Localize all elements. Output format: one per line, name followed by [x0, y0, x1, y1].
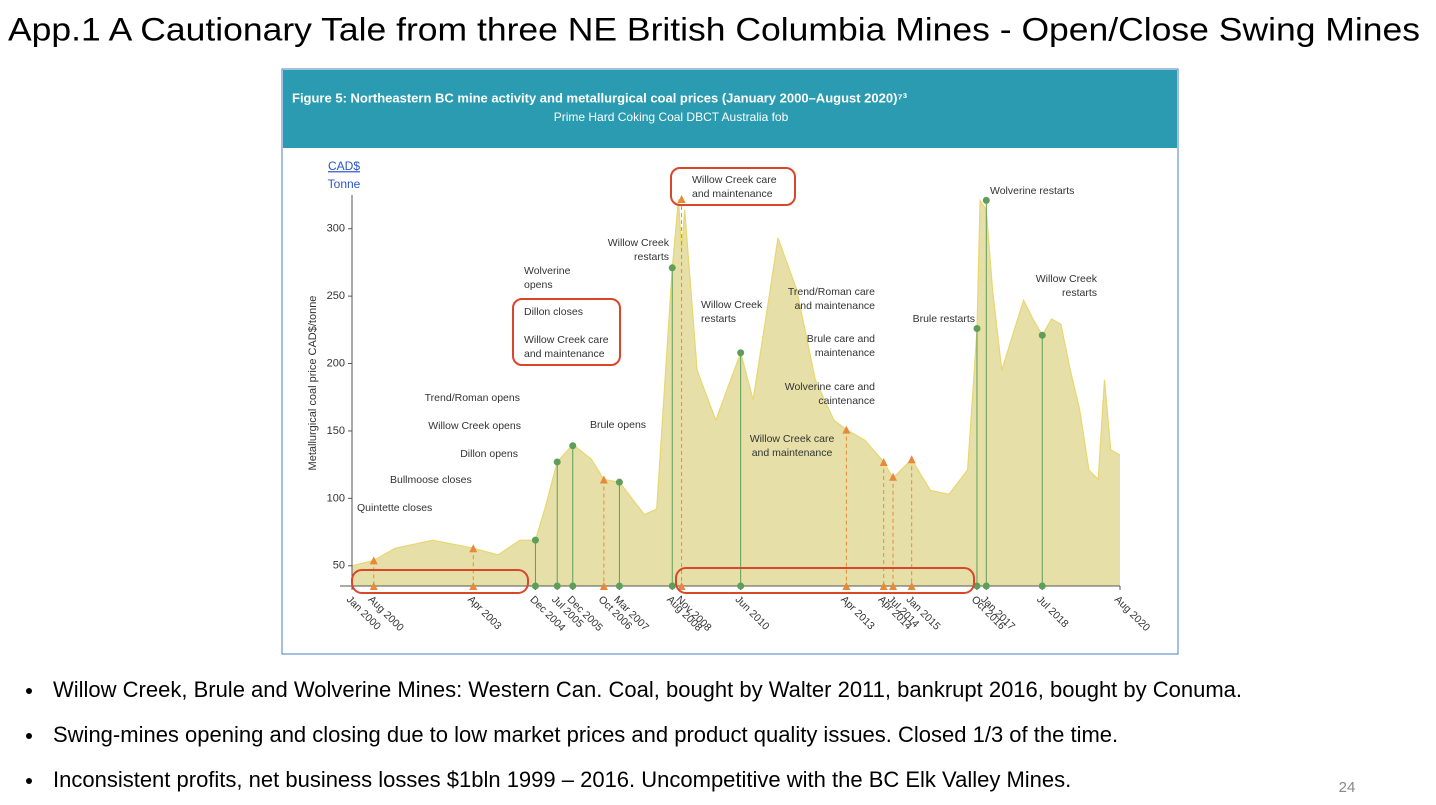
bullet-text: Inconsistent profits, net business losse… [53, 767, 1071, 792]
event-label: Wolverine [524, 265, 571, 277]
event-label: Willow Creek care [692, 174, 777, 186]
y-tick-label: 250 [327, 290, 345, 302]
event-label: opens [524, 279, 553, 291]
highlight-box [675, 567, 975, 594]
event-label: Willow Creek [1036, 273, 1098, 285]
chart-subtitle: Prime Hard Coking Coal DBCT Australia fo… [554, 110, 789, 124]
event-base-marker [737, 582, 745, 590]
y-tick-label: 200 [327, 357, 345, 369]
event-label: Dillon opens [460, 448, 518, 460]
event-marker [615, 478, 623, 486]
event-label: Brule restarts [913, 313, 975, 325]
event-marker [569, 442, 577, 450]
price-area [352, 199, 1120, 586]
event-marker [531, 536, 539, 544]
event-base-marker [531, 582, 539, 590]
event-label: and maintenance [794, 300, 875, 312]
event-base-marker [599, 582, 608, 590]
chart-title: Figure 5: Northeastern BC mine activity … [292, 90, 908, 105]
event-label: Trend/Roman care [788, 286, 875, 298]
highlight-box [512, 298, 621, 366]
y-tick-label: 100 [327, 492, 345, 504]
event-label: and maintenance [524, 348, 605, 360]
event-label: and maintenance [752, 447, 833, 459]
event-marker [677, 195, 686, 204]
bullet-text: Willow Creek, Brule and Wolverine Mines:… [53, 677, 1242, 702]
bullet-dot [26, 733, 32, 739]
event-base-marker [553, 582, 561, 590]
event-label: Quintette closes [357, 502, 432, 514]
event-base-marker [677, 582, 686, 590]
event-marker [842, 425, 851, 434]
event-marker [907, 455, 916, 464]
highlight-box [670, 167, 796, 206]
event-base-marker [982, 582, 990, 590]
event-base-marker [469, 582, 478, 590]
event-base-marker [907, 582, 916, 590]
event-label: Willow Creek care [524, 334, 609, 346]
event-label: Willow Creek care [750, 433, 835, 445]
event-label: Brule opens [590, 419, 646, 431]
y-tick-label: 50 [333, 560, 345, 572]
event-label: Dillon closes [524, 306, 583, 318]
event-marker [1038, 331, 1046, 339]
page-number: 24 [1339, 779, 1356, 796]
event-label: Brule care and [807, 333, 875, 345]
event-base-marker [369, 582, 378, 590]
bullet-dot [26, 778, 32, 784]
event-label: Willow Creek opens [428, 420, 521, 432]
event-label: Bullmoose closes [390, 474, 472, 486]
event-base-marker [973, 582, 981, 590]
highlight-box [351, 569, 529, 594]
event-base-marker [842, 582, 851, 590]
event-marker [982, 196, 990, 204]
event-label: Wolverine care and [785, 381, 875, 393]
event-label: restarts [634, 251, 669, 263]
bullet-text: Swing-mines opening and closing due to l… [53, 722, 1118, 747]
bullet-dot [26, 688, 32, 694]
event-marker [889, 472, 898, 481]
event-marker [737, 349, 745, 357]
event-marker [553, 458, 561, 466]
event-label: caintenance [818, 395, 875, 407]
event-label: Willow Creek [608, 237, 670, 249]
event-marker [973, 324, 981, 332]
figure-header [283, 70, 1177, 148]
event-base-marker [879, 582, 888, 590]
event-marker [369, 556, 378, 565]
event-base-marker [668, 582, 676, 590]
event-base-marker [889, 582, 898, 590]
event-label: and maintenance [692, 188, 773, 200]
event-label: Wolverine restarts [990, 185, 1074, 197]
event-label: restarts [701, 313, 736, 325]
event-marker [668, 264, 676, 272]
event-label: restarts [1062, 287, 1097, 299]
y-tick-label: 300 [327, 223, 345, 235]
bullet-list: Willow Creek, Brule and Wolverine Mines:… [26, 677, 1242, 792]
event-base-marker [1038, 582, 1046, 590]
event-marker [469, 544, 478, 553]
event-label: Willow Creek [701, 299, 763, 311]
event-label: maintenance [815, 347, 875, 359]
event-base-marker [569, 582, 577, 590]
event-marker [599, 475, 608, 484]
event-label: Trend/Roman opens [425, 392, 520, 404]
y-tick-label: 150 [327, 425, 345, 437]
y-axis-label: Metallurgical coal price CAD$/tonne [307, 296, 319, 471]
slide-title: App.1 A Cautionary Tale from three NE Br… [8, 11, 1420, 47]
y-unit: CAD$ [328, 159, 360, 173]
event-marker [879, 457, 888, 466]
y-unit: Tonne [328, 177, 361, 191]
event-base-marker [615, 582, 623, 590]
